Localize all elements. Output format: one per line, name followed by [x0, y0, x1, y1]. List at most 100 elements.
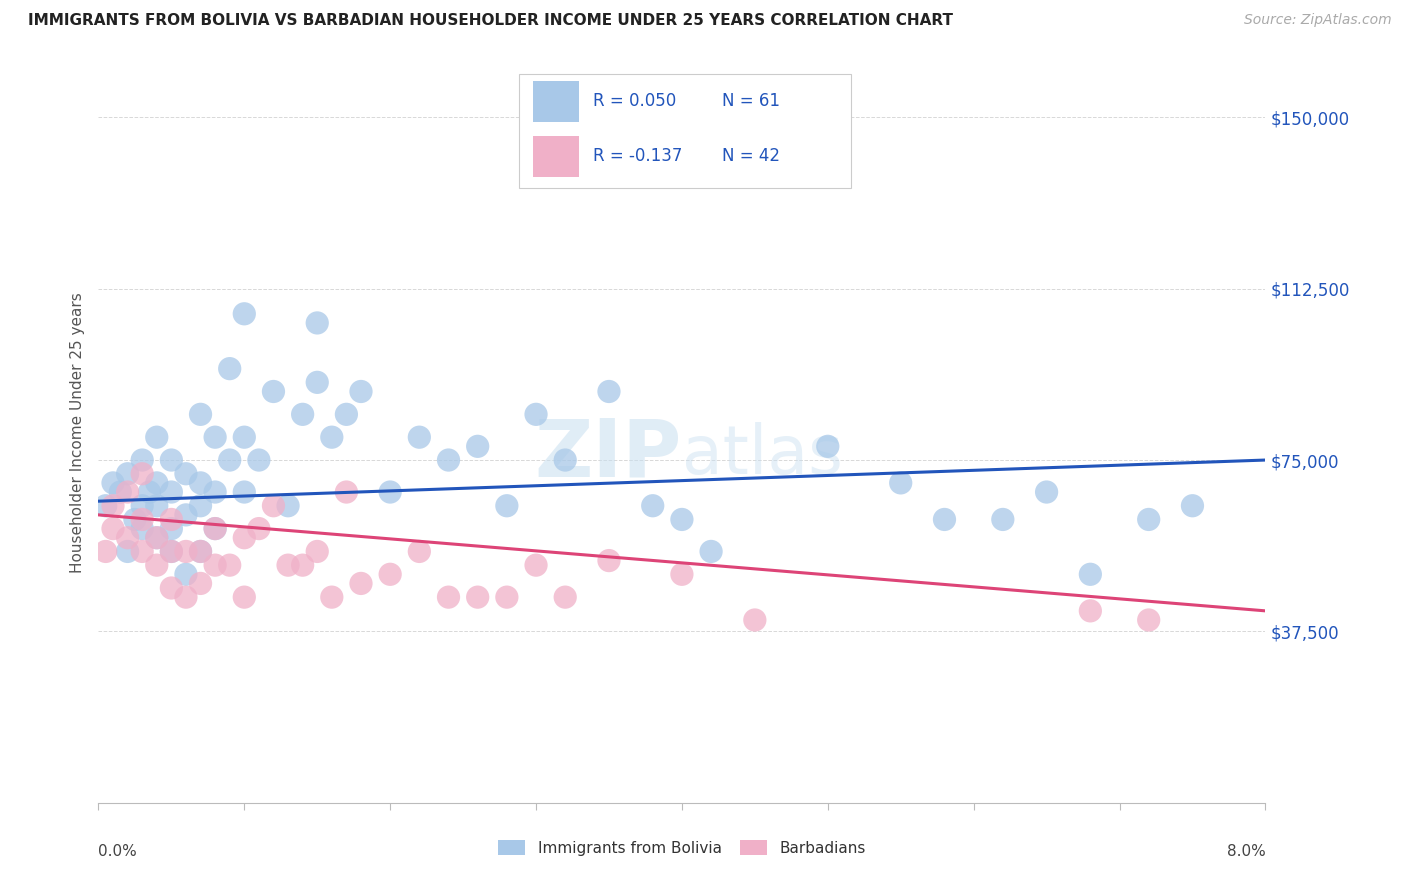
Point	[307, 316, 329, 330]
Point	[218, 361, 240, 376]
Point	[204, 558, 226, 573]
Point	[321, 590, 343, 604]
Point	[700, 544, 723, 558]
Point	[218, 558, 240, 573]
Point	[101, 522, 124, 536]
Point	[262, 384, 284, 399]
Point	[190, 544, 212, 558]
Point	[94, 544, 117, 558]
Point	[307, 376, 329, 390]
Text: atlas: atlas	[682, 422, 842, 488]
Point	[160, 544, 183, 558]
Point	[408, 430, 430, 444]
Point	[291, 558, 314, 573]
Point	[233, 485, 256, 500]
Point	[408, 544, 430, 558]
Point	[160, 522, 183, 536]
Point	[934, 512, 956, 526]
Point	[1080, 567, 1102, 582]
Point	[124, 512, 146, 526]
Point	[204, 522, 226, 536]
Point	[160, 453, 183, 467]
Point	[146, 531, 169, 545]
Point	[131, 544, 153, 558]
Point	[94, 499, 117, 513]
Point	[101, 475, 124, 490]
Text: N = 42: N = 42	[721, 147, 779, 165]
Point	[247, 522, 270, 536]
Point	[117, 531, 139, 545]
FancyBboxPatch shape	[533, 136, 579, 177]
Point	[307, 544, 329, 558]
FancyBboxPatch shape	[519, 73, 851, 188]
Point	[174, 508, 197, 522]
Point	[554, 453, 576, 467]
Point	[190, 544, 212, 558]
Point	[262, 499, 284, 513]
Point	[190, 576, 212, 591]
Point	[437, 453, 460, 467]
Point	[160, 544, 183, 558]
Point	[233, 307, 256, 321]
Point	[247, 453, 270, 467]
Point	[117, 467, 139, 481]
Point	[524, 408, 547, 422]
Point	[467, 439, 489, 453]
Point	[174, 590, 197, 604]
Point	[524, 558, 547, 573]
Point	[1137, 613, 1160, 627]
Text: N = 61: N = 61	[721, 93, 779, 111]
Point	[117, 485, 139, 500]
Text: Source: ZipAtlas.com: Source: ZipAtlas.com	[1244, 13, 1392, 28]
Point	[641, 499, 664, 513]
Y-axis label: Householder Income Under 25 years: Householder Income Under 25 years	[70, 293, 86, 573]
Point	[233, 531, 256, 545]
Point	[598, 384, 620, 399]
Point	[146, 475, 169, 490]
Point	[146, 531, 169, 545]
Point	[233, 430, 256, 444]
Point	[1035, 485, 1057, 500]
Text: IMMIGRANTS FROM BOLIVIA VS BARBADIAN HOUSEHOLDER INCOME UNDER 25 YEARS CORRELATI: IMMIGRANTS FROM BOLIVIA VS BARBADIAN HOU…	[28, 13, 953, 29]
Point	[174, 544, 197, 558]
Point	[496, 499, 519, 513]
Point	[131, 512, 153, 526]
Point	[190, 475, 212, 490]
Point	[146, 430, 169, 444]
Point	[131, 522, 153, 536]
Point	[1181, 499, 1204, 513]
Point	[671, 567, 693, 582]
Point	[380, 567, 402, 582]
Point	[190, 499, 212, 513]
Point	[146, 499, 169, 513]
Point	[218, 453, 240, 467]
Legend: Immigrants from Bolivia, Barbadians: Immigrants from Bolivia, Barbadians	[492, 834, 872, 862]
Point	[671, 512, 693, 526]
Point	[321, 430, 343, 444]
Point	[138, 485, 160, 500]
Point	[204, 485, 226, 500]
Point	[1080, 604, 1102, 618]
Point	[160, 581, 183, 595]
Point	[117, 544, 139, 558]
Point	[174, 467, 197, 481]
Point	[380, 485, 402, 500]
Point	[131, 467, 153, 481]
Point	[146, 558, 169, 573]
Point	[467, 590, 489, 604]
Point	[598, 553, 620, 567]
Text: 0.0%: 0.0%	[98, 844, 138, 858]
FancyBboxPatch shape	[533, 81, 579, 121]
Point	[335, 408, 357, 422]
Point	[233, 590, 256, 604]
Text: R = 0.050: R = 0.050	[593, 93, 676, 111]
Point	[350, 384, 373, 399]
Point	[204, 522, 226, 536]
Text: R = -0.137: R = -0.137	[593, 147, 682, 165]
Point	[335, 485, 357, 500]
Point	[101, 499, 124, 513]
Point	[174, 567, 197, 582]
Point	[350, 576, 373, 591]
Point	[890, 475, 912, 490]
Point	[744, 613, 766, 627]
